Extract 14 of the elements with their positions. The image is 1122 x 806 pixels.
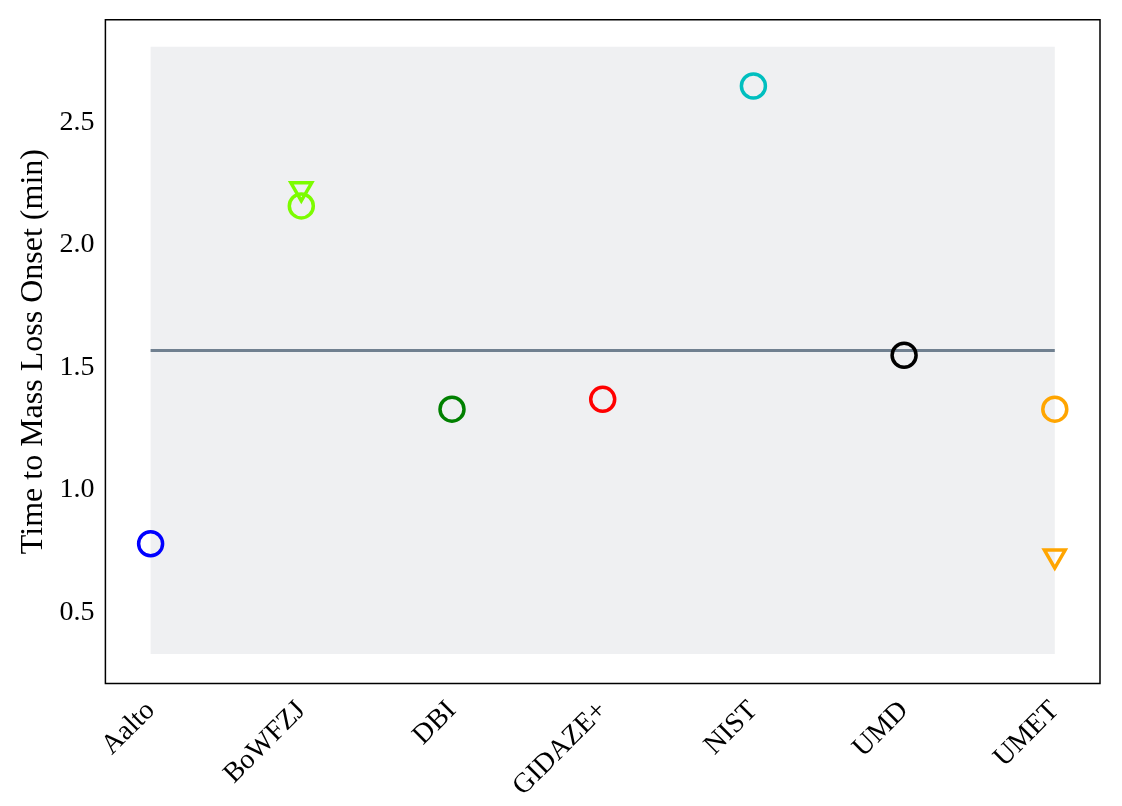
point xyxy=(438,395,466,423)
point xyxy=(739,72,768,100)
y-axis-title: Time to Mass Loss Onset (min) xyxy=(12,149,49,555)
point xyxy=(1041,395,1069,423)
point xyxy=(136,530,165,558)
point xyxy=(287,192,316,220)
y-tick-label: 1.5 xyxy=(59,349,95,381)
y-tick-label: 2.5 xyxy=(59,105,95,137)
y-tick-label: 0.5 xyxy=(59,594,95,626)
y-tick-label: 1.0 xyxy=(59,472,95,504)
x-tick-label: DBI xyxy=(405,693,462,750)
point xyxy=(890,341,918,370)
y-tick-label: 2.0 xyxy=(59,227,95,259)
point xyxy=(588,385,617,414)
